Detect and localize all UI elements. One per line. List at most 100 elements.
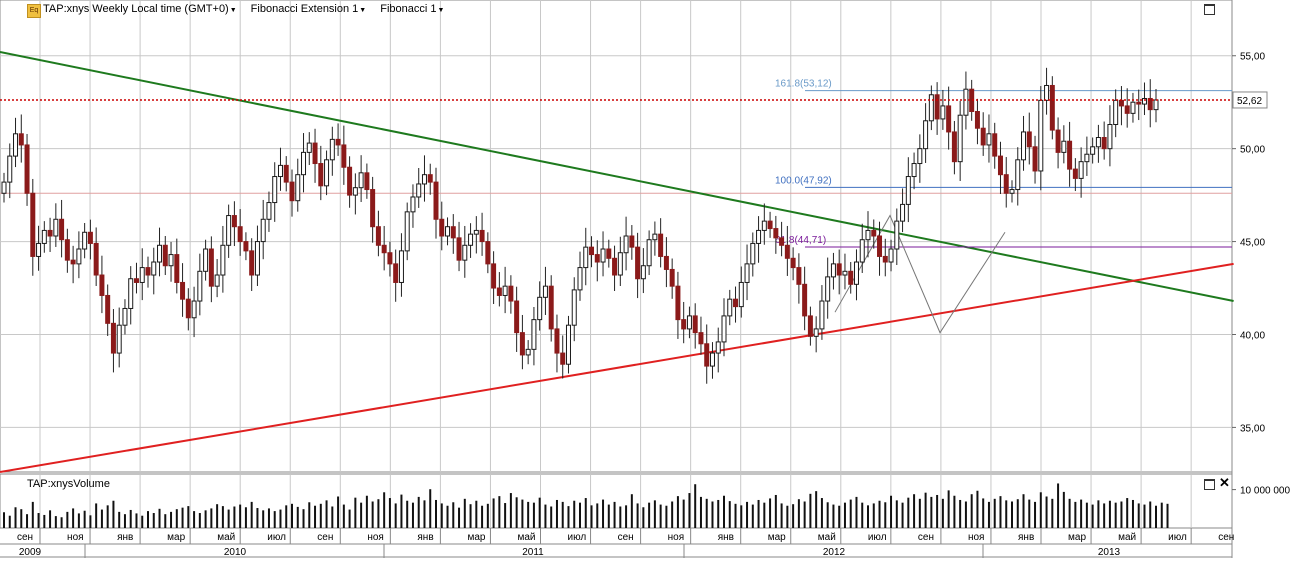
y-axis-label: 35,00 — [1240, 423, 1265, 434]
bull-candle — [923, 120, 929, 150]
volume-maximize-icon[interactable] — [1204, 479, 1215, 490]
bull-candle — [865, 229, 871, 241]
bull-candle — [1044, 84, 1050, 101]
bull-candle — [756, 229, 762, 244]
bear-candle — [1136, 101, 1142, 105]
month-label: янв — [718, 532, 734, 543]
eq-icon[interactable]: Eq — [27, 4, 41, 18]
bear-candle — [381, 244, 387, 254]
bear-candle — [237, 226, 243, 243]
bear-candle — [796, 267, 802, 285]
instrument-title[interactable]: TAP:xnys Weekly Local time (GMT+0)▼ — [43, 3, 237, 15]
month-label: янв — [417, 532, 433, 543]
bull-candle — [646, 239, 652, 267]
bear-candle — [836, 263, 842, 276]
bear-candle — [387, 252, 393, 265]
month-label: июл — [568, 532, 587, 543]
bull-candle — [128, 278, 134, 309]
month-label: июл — [267, 532, 286, 543]
month-label: май — [217, 532, 235, 543]
bull-candle — [1084, 153, 1090, 163]
bear-candle — [24, 144, 30, 194]
bear-candle — [450, 226, 456, 239]
chart-header: TAP:xnys Weekly Local time (GMT+0)▼ Fibo… — [43, 3, 444, 15]
bull-candle — [842, 270, 848, 276]
fibonacci-tool[interactable]: Fibonacci 1▼ — [380, 3, 444, 15]
year-label: 2009 — [19, 547, 42, 558]
bear-candle — [951, 131, 957, 163]
bear-candle — [974, 110, 980, 129]
bear-candle — [427, 174, 433, 183]
bull-candle — [139, 267, 145, 283]
bull-candle — [853, 261, 859, 285]
bull-candle — [917, 148, 923, 165]
bear-candle — [802, 283, 808, 317]
current-price-label: 52,62 — [1237, 96, 1262, 107]
month-label: май — [518, 532, 536, 543]
bull-candle — [502, 285, 508, 296]
bear-candle — [663, 255, 669, 270]
bear-candle — [1118, 99, 1124, 107]
bull-candle — [928, 94, 934, 122]
bear-candle — [877, 235, 883, 257]
dropdown-arrow-icon: ▼ — [229, 7, 237, 14]
bull-candle — [462, 244, 468, 261]
bear-candle — [59, 218, 65, 241]
bear-candle — [208, 248, 214, 287]
bull-candle — [358, 172, 364, 189]
month-label: май — [818, 532, 836, 543]
maximize-icon[interactable] — [1204, 4, 1215, 15]
volume-close-icon[interactable]: ✕ — [1219, 475, 1230, 490]
bull-candle — [197, 270, 203, 302]
bear-candle — [30, 192, 36, 257]
bear-candle — [370, 189, 376, 228]
bull-candle — [963, 88, 969, 116]
bull-candle — [473, 229, 479, 235]
bull-candle — [525, 348, 531, 356]
bull-candle — [1107, 124, 1113, 150]
bear-candle — [612, 257, 618, 276]
bull-candle — [1090, 146, 1096, 155]
bear-candle — [1049, 84, 1055, 131]
bear-candle — [733, 298, 739, 308]
y-axis-label: 45,00 — [1240, 238, 1265, 249]
bear-candle — [318, 163, 324, 187]
year-label: 2010 — [224, 547, 247, 558]
bear-candle — [669, 268, 675, 287]
bear-candle — [70, 259, 76, 265]
bull-candle — [1113, 99, 1119, 126]
bear-candle — [180, 281, 186, 300]
bull-candle — [421, 174, 427, 185]
bull-candle — [157, 244, 163, 263]
bear-candle — [347, 166, 353, 196]
bear-candle — [496, 287, 502, 296]
bull-candle — [531, 319, 537, 350]
bear-candle — [779, 237, 785, 246]
bear-candle — [675, 285, 681, 321]
month-label: янв — [1018, 532, 1034, 543]
bull-candle — [819, 300, 825, 330]
bull-candle — [738, 281, 744, 308]
bear-candle — [105, 294, 111, 324]
bull-candle — [750, 242, 756, 265]
month-label: мар — [167, 532, 185, 543]
bull-candle — [1095, 137, 1101, 148]
bear-candle — [658, 233, 664, 257]
bull-candle — [410, 196, 416, 213]
bear-candle — [479, 229, 485, 243]
price-panel-frame — [0, 0, 1233, 473]
month-label: май — [1118, 532, 1136, 543]
bear-candle — [548, 285, 554, 330]
bear-candle — [1003, 174, 1009, 194]
bear-candle — [433, 181, 439, 220]
bear-candle — [145, 267, 151, 276]
candles-group — [1, 67, 1159, 384]
fib-extension-tool[interactable]: Fibonacci Extension 1▼ — [251, 3, 367, 15]
bear-candle — [997, 155, 1003, 176]
bull-candle — [306, 142, 312, 153]
bull-candle — [41, 229, 47, 244]
bull-candle — [727, 298, 733, 317]
bear-candle — [249, 250, 255, 276]
volume-panel-title: TAP:xnysVolume — [27, 478, 110, 490]
